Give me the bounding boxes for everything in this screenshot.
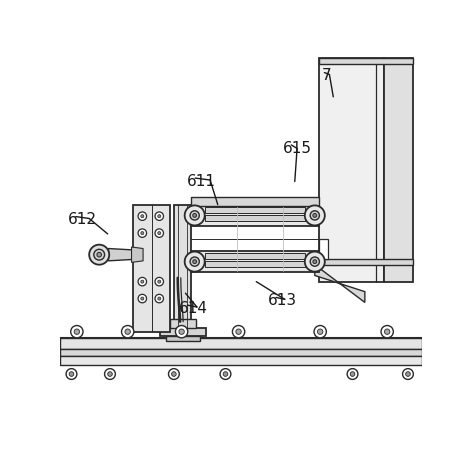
Circle shape [305, 205, 325, 226]
Circle shape [94, 249, 105, 260]
Bar [191, 251, 319, 272]
Circle shape [70, 326, 83, 338]
Circle shape [193, 213, 196, 217]
Circle shape [223, 372, 228, 376]
Circle shape [138, 294, 147, 303]
Bar [319, 58, 384, 281]
Bar [191, 197, 319, 206]
Circle shape [347, 369, 358, 380]
Circle shape [406, 372, 410, 376]
Circle shape [158, 215, 161, 218]
Circle shape [310, 257, 320, 266]
Bar [170, 319, 196, 328]
Circle shape [155, 229, 164, 237]
Bar [319, 239, 328, 258]
Circle shape [384, 329, 390, 335]
Bar [191, 205, 319, 226]
Circle shape [305, 252, 325, 271]
Circle shape [381, 326, 393, 338]
Circle shape [185, 205, 205, 226]
Text: 7: 7 [322, 69, 331, 84]
Circle shape [69, 372, 74, 376]
Circle shape [310, 211, 320, 220]
Circle shape [185, 252, 205, 271]
Bar [205, 261, 305, 267]
Bar [133, 205, 170, 332]
Circle shape [155, 212, 164, 220]
Circle shape [172, 372, 176, 376]
Polygon shape [132, 247, 143, 262]
Circle shape [158, 232, 161, 235]
Polygon shape [109, 248, 135, 261]
Bar [205, 207, 305, 213]
Circle shape [190, 211, 199, 220]
Polygon shape [315, 265, 365, 302]
Circle shape [232, 326, 245, 338]
Bar [60, 349, 422, 356]
Text: 611: 611 [187, 174, 216, 189]
Circle shape [190, 257, 199, 266]
Circle shape [138, 277, 147, 286]
Bar [205, 215, 305, 221]
Circle shape [141, 215, 144, 218]
Circle shape [138, 229, 147, 237]
Circle shape [175, 326, 188, 338]
Circle shape [403, 369, 413, 380]
Circle shape [318, 329, 323, 335]
Circle shape [313, 260, 317, 263]
Circle shape [108, 372, 112, 376]
Circle shape [105, 369, 115, 380]
Circle shape [122, 326, 134, 338]
Circle shape [141, 280, 144, 283]
Circle shape [158, 297, 161, 300]
Text: 615: 615 [283, 141, 312, 156]
Circle shape [350, 372, 355, 376]
Circle shape [314, 326, 326, 338]
Circle shape [141, 232, 144, 235]
Circle shape [89, 245, 109, 265]
Bar [205, 253, 305, 259]
Bar [174, 205, 191, 328]
Text: 613: 613 [268, 293, 297, 308]
Circle shape [169, 369, 179, 380]
Circle shape [193, 260, 196, 263]
Text: 612: 612 [68, 212, 97, 227]
Bar [384, 58, 413, 281]
Circle shape [125, 329, 130, 335]
Circle shape [313, 213, 317, 217]
Circle shape [141, 297, 144, 300]
Circle shape [236, 329, 241, 335]
Circle shape [66, 369, 77, 380]
Circle shape [138, 212, 147, 220]
Circle shape [97, 252, 102, 257]
Text: 614: 614 [179, 301, 208, 316]
Circle shape [220, 369, 231, 380]
Circle shape [179, 329, 184, 335]
Bar [60, 356, 422, 365]
Bar [160, 328, 206, 336]
Bar [315, 258, 413, 265]
Circle shape [158, 280, 161, 283]
Bar [60, 338, 422, 349]
Bar [319, 58, 413, 64]
Bar [166, 336, 200, 341]
Circle shape [74, 329, 79, 335]
Circle shape [155, 294, 164, 303]
Circle shape [155, 277, 164, 286]
